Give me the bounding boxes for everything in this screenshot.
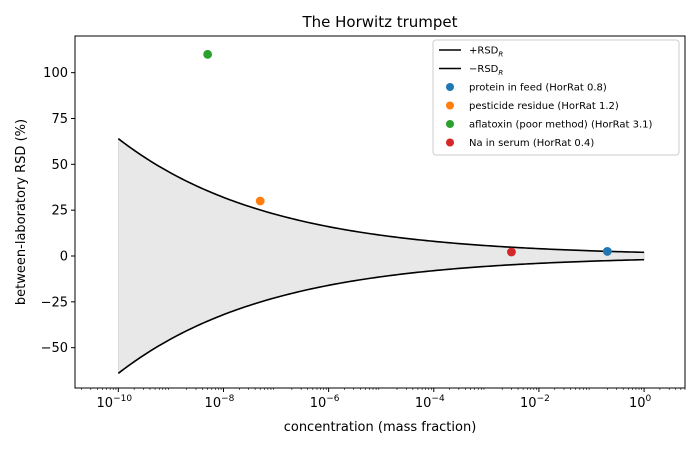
x-tick-label-0: 10−10 xyxy=(97,394,133,411)
legend-point-swatch-2 xyxy=(446,83,454,91)
legend-label-5: Na in serum (HorRat 0.4) xyxy=(469,138,594,149)
x-axis-label: concentration (mass fraction) xyxy=(284,420,477,435)
minus-rsd-line xyxy=(117,258,645,374)
y-tick-label-4: 50 xyxy=(51,158,68,173)
y-tick-label-2: 0 xyxy=(60,250,68,265)
x-tick-label-4: 10−2 xyxy=(520,394,550,411)
legend-label-3: pesticide residue (HorRat 1.2) xyxy=(469,101,619,112)
y-axis-label: between-laboratory RSD (%) xyxy=(14,119,29,305)
legend-point-swatch-4 xyxy=(446,120,454,128)
plot-frame xyxy=(74,35,686,389)
x-tick-label-3: 10−4 xyxy=(415,394,445,411)
horwitz-band xyxy=(118,138,645,374)
data-point-2 xyxy=(203,49,213,59)
x-tick-label-2: 10−6 xyxy=(310,394,340,411)
legend-point-swatch-3 xyxy=(446,101,454,110)
x-tick-label-5: 100 xyxy=(629,394,652,411)
y-tick-label-6: 100 xyxy=(43,66,68,81)
legend-label-0: +RSDR xyxy=(469,46,503,59)
y-tick-label-1: −25 xyxy=(41,295,68,310)
x-tick-label-1: 10−8 xyxy=(205,394,235,411)
legend-point-swatch-5 xyxy=(446,138,454,147)
legend-box xyxy=(432,39,680,156)
data-point-1 xyxy=(255,196,265,206)
axes: 10−10 10−8 10−6 10−4 10−2 100 −50 −25 0 25 50 75 100 xyxy=(41,35,686,411)
legend-label-1: −RSDR xyxy=(469,64,503,77)
legend-label-2: protein in feed (HorRat 0.8) xyxy=(469,83,607,94)
legend: +RSDR −RSDR protein in feed (HorRat 0.8) pe… xyxy=(432,39,680,156)
plus-rsd-line xyxy=(117,138,645,254)
y-tick-label-3: 25 xyxy=(51,204,68,219)
chart-title: The Horwitz trumpet xyxy=(301,13,457,31)
plot-area xyxy=(117,49,645,374)
legend-label-4: aflatoxin (poor method) (HorRat 3.1) xyxy=(469,120,652,131)
y-tick-label-5: 75 xyxy=(51,112,68,127)
data-point-0 xyxy=(602,247,612,256)
y-tick-label-0: −50 xyxy=(41,341,68,356)
data-point-3 xyxy=(507,247,516,257)
